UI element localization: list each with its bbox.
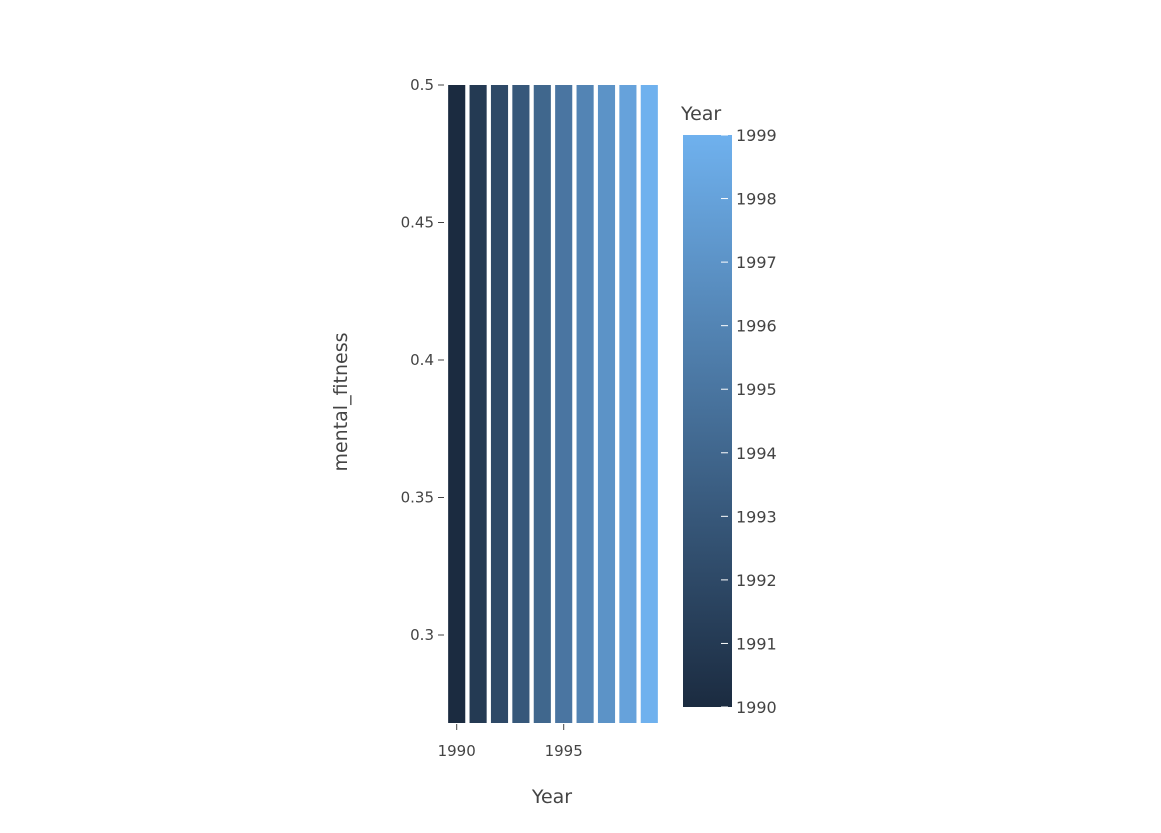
y-tick-label: 0.4 (410, 351, 434, 369)
y-tick-label: 0.5 (410, 76, 434, 94)
bars-group (448, 85, 658, 723)
bar-1993 (512, 85, 530, 723)
bar-1996 (576, 85, 594, 723)
x-axis: 1990 1995 (438, 724, 583, 760)
bar-1995 (555, 85, 573, 723)
x-axis-title: Year (531, 786, 572, 808)
bar-1998 (619, 85, 637, 723)
colorbar-tick-label: 1992 (736, 571, 777, 590)
colorbar: Year 19901991199219931994199519961997199… (680, 103, 777, 717)
colorbar-ticks: 1990 1991 1992 1993 1994 1995 1996 1997 1998 1999 (721, 126, 777, 717)
bar-1991 (469, 85, 487, 723)
y-tick-label: 0.3 (410, 626, 434, 644)
colorbar-tick-label: 1990 (736, 698, 777, 717)
colorbar-tick-label: 1993 (736, 507, 777, 526)
colorbar-tick-label: 1999 (736, 126, 777, 145)
y-tick-label: 0.35 (401, 489, 434, 507)
bar-1999 (640, 85, 658, 723)
colorbar-tick-label: 1991 (736, 634, 777, 653)
x-tick-label: 1990 (438, 742, 476, 760)
colorbar-tick-label: 1996 (736, 317, 777, 336)
bar-1997 (597, 85, 616, 723)
colorbar-gradient (683, 135, 732, 707)
colorbar-tick-label: 1997 (736, 253, 777, 272)
y-axis-title: mental_fitness (330, 332, 352, 471)
y-axis: 0.3 0.35 0.4 0.45 0.5 (401, 76, 444, 644)
colorbar-tick-label: 1998 (736, 190, 777, 209)
colorbar-title: Year (680, 103, 721, 125)
colorbar-tick-label: 1994 (736, 444, 777, 463)
bar-1992 (490, 85, 509, 723)
y-tick-label: 0.45 (401, 214, 434, 232)
x-tick-label: 1995 (545, 742, 583, 760)
bar-1994 (533, 85, 551, 723)
colorbar-tick-label: 1995 (736, 380, 777, 399)
bar-1990 (448, 85, 466, 723)
